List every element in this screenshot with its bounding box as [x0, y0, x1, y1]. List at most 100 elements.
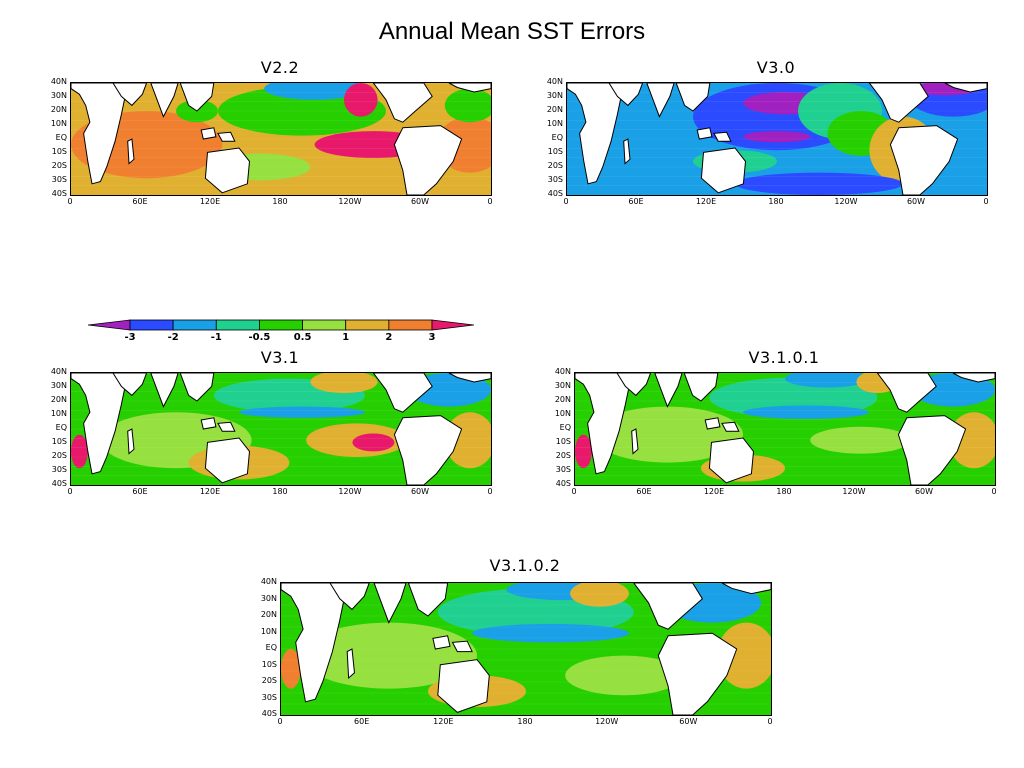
lat-tick-label: 40N — [50, 367, 67, 376]
sst-anomaly-region — [743, 405, 869, 419]
lat-tick-label: 30S — [547, 175, 563, 184]
landmass — [200, 417, 217, 430]
landmass — [127, 428, 135, 455]
lat-tick-label: EQ — [559, 423, 571, 432]
panel-v3-1-map — [70, 372, 492, 486]
lat-tick-label: 10S — [547, 147, 563, 156]
lon-tick-label: 60W — [410, 487, 430, 496]
landmass — [700, 147, 747, 194]
lon-tick-label: 120E — [199, 487, 221, 496]
lon-tick-label: 60W — [410, 197, 430, 206]
lon-tick-label: 0 — [487, 487, 493, 496]
lon-tick-label: 60W — [914, 487, 934, 496]
landmass — [654, 373, 683, 408]
landmass — [204, 437, 251, 484]
landmass — [646, 83, 675, 118]
landmass — [112, 373, 148, 397]
sst-anomaly-region — [310, 373, 378, 394]
landmass — [346, 648, 356, 680]
lon-tick-label: 0 — [983, 197, 989, 206]
lon-tick-label: 0 — [67, 487, 73, 496]
lat-tick-label: 10N — [260, 626, 277, 636]
lat-tick-label: 10S — [555, 437, 571, 446]
panel-v3-0-field — [567, 83, 987, 195]
landmass — [633, 583, 704, 630]
landmass — [567, 83, 627, 185]
panel-v3-0-title: V3.0 — [756, 58, 796, 77]
landmass — [407, 583, 449, 617]
lat-tick-label: 30S — [555, 465, 571, 474]
landmass — [713, 131, 732, 142]
colorbar: -3 -2 -1 -0.5 0.5 1 2 3 — [87, 318, 475, 348]
landmass — [204, 147, 251, 194]
lon-tick-label: 60W — [906, 197, 926, 206]
landmass — [112, 83, 148, 107]
panel-v3-1-title: V3.1 — [260, 348, 300, 367]
landmass — [71, 83, 131, 185]
colorbar-swatch — [345, 319, 390, 331]
panel-v3-1-0-2-field — [281, 583, 771, 715]
lon-tick-label: 180 — [517, 717, 533, 726]
lat-tick-label: 40S — [261, 709, 277, 718]
landmass — [393, 415, 463, 485]
colorbar-low-extension — [87, 319, 131, 331]
landmass — [150, 373, 179, 408]
lat-tick-label: 20S — [555, 451, 571, 460]
landmass — [623, 138, 631, 165]
lon-tick-label: 60E — [132, 487, 148, 496]
landmass — [71, 373, 131, 475]
colorbar-tick-label: 3 — [428, 332, 436, 343]
landmass — [281, 583, 351, 703]
lon-tick-label: 180 — [272, 487, 288, 496]
colorbar-tick-label: 2 — [385, 332, 393, 343]
landmass — [721, 421, 740, 432]
lon-tick-label: 120E — [199, 197, 221, 206]
lon-tick-label: 0 — [67, 197, 73, 206]
landmass — [616, 373, 652, 397]
landmass — [944, 83, 987, 93]
landmass — [721, 583, 771, 595]
panel-v3-1-0-2-map — [280, 582, 772, 716]
landmass — [575, 373, 635, 475]
panel-v3-1-0-2-title: V3.1.0.2 — [489, 556, 561, 575]
lon-tick-label: 60E — [628, 197, 644, 206]
colorbar-swatch — [259, 319, 303, 331]
landmass — [393, 125, 463, 195]
lon-tick-label: 180 — [768, 197, 784, 206]
lat-tick-label: 10N — [50, 409, 67, 418]
sst-anomaly-region — [444, 88, 491, 123]
sst-anomaly-region — [570, 583, 629, 607]
landmass — [675, 83, 711, 112]
lat-tick-label: 30S — [51, 175, 67, 184]
sst-anomaly-region — [71, 434, 88, 469]
lat-tick-label: 20N — [260, 610, 277, 619]
lat-tick-label: EQ — [551, 133, 563, 142]
lat-tick-label: 20N — [50, 105, 67, 114]
colorbar-tick-label: -3 — [124, 332, 136, 343]
lon-tick-label: 0 — [571, 487, 577, 496]
landmass — [696, 127, 713, 140]
lon-tick-label: 60E — [354, 717, 370, 726]
landmass — [179, 373, 215, 402]
sst-anomaly-region — [239, 406, 365, 418]
lon-tick-label: 120E — [695, 197, 717, 206]
landmass — [200, 127, 217, 140]
landmass — [952, 373, 995, 383]
colorbar-tick-label: -0.5 — [248, 332, 271, 343]
lat-tick-label: 30S — [261, 692, 277, 702]
lat-tick-label: 10S — [261, 659, 277, 669]
panel-v2-2-map — [70, 82, 492, 196]
landmass — [372, 373, 433, 413]
sst-anomaly-region — [472, 623, 629, 643]
lat-tick-label: 10N — [546, 119, 563, 128]
lat-tick-label: 10S — [51, 437, 67, 446]
sst-anomaly-region — [735, 172, 903, 195]
landmass — [179, 83, 215, 112]
panel-v3-1-0-1-field — [575, 373, 995, 485]
lon-tick-label: 60E — [636, 487, 652, 496]
panel-v2-2-field — [71, 83, 491, 195]
colorbar-tick-label: 0.5 — [293, 332, 312, 343]
lat-tick-label: 20N — [554, 395, 571, 404]
lon-tick-label: 120W — [834, 197, 858, 206]
lat-tick-label: 30N — [50, 91, 67, 100]
